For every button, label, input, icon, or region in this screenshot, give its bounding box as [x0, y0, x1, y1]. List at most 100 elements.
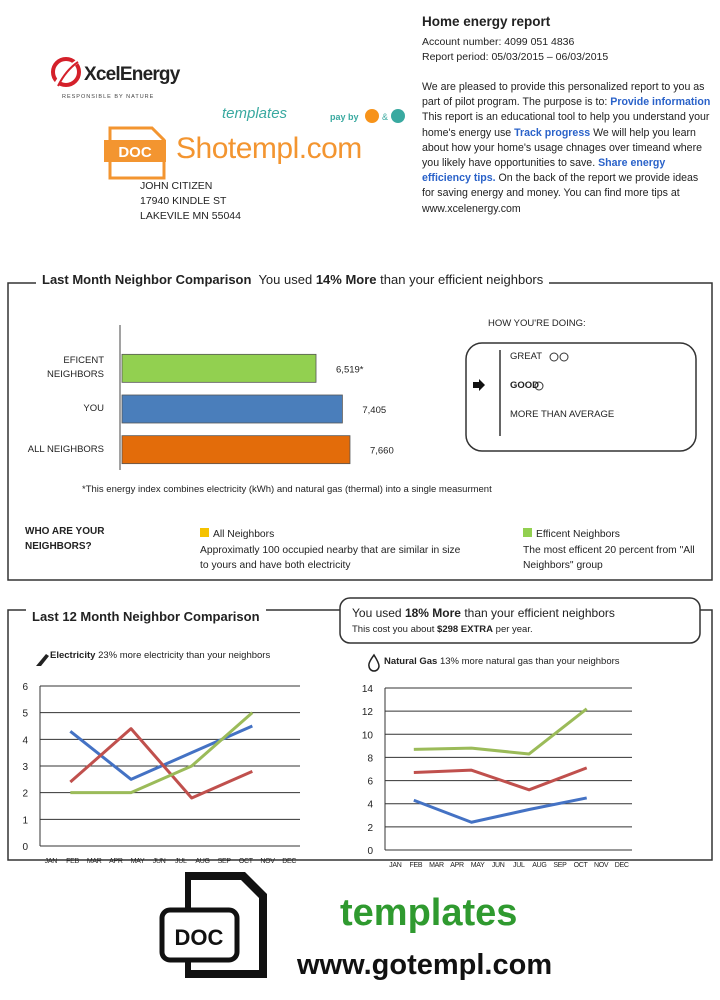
address-line: 17940 KINDLE ST: [140, 195, 227, 207]
callout-box: [339, 597, 701, 644]
y-tick-label: 3: [22, 762, 28, 773]
y-tick-label: 6: [22, 682, 28, 693]
status-arrow: [473, 379, 485, 391]
y-tick-label: 1: [22, 815, 28, 826]
y-tick-label: 2: [22, 789, 28, 800]
section-frame: [7, 609, 713, 861]
status-level: MORE THAN AVERAGE: [510, 409, 615, 420]
x-tick-label: FEB: [66, 858, 79, 865]
legend-swatch: [200, 528, 209, 537]
item-label: Share energy efficiency tips.: [422, 157, 666, 185]
bar: [121, 353, 317, 383]
report-body: We are pleased to provide this personali…: [422, 80, 712, 217]
x-tick-label: APR: [450, 862, 464, 869]
x-tick-label: DEC: [615, 862, 629, 869]
section-title: Last Month Neighbor Comparison You used …: [36, 272, 550, 287]
doc-icon-band: [104, 140, 166, 162]
x-tick-label: MAR: [87, 858, 102, 865]
legend-name: All Neighbors: [213, 529, 275, 540]
x-tick-label: JUN: [492, 862, 505, 869]
x-tick-label: FEB: [410, 862, 423, 869]
chart-note: *This energy index combines electricity …: [82, 484, 492, 495]
doc-icon-label: DOC: [118, 144, 152, 161]
y-tick-label: 4: [367, 800, 373, 811]
y-tick-label: 10: [362, 730, 374, 741]
series-line: [70, 711, 254, 795]
y-tick-label: 12: [362, 707, 374, 718]
summary-bold: 18% More: [404, 606, 461, 620]
x-tick-label: SEP: [553, 862, 567, 869]
item-label: Provide information: [610, 96, 711, 109]
summary: You used: [258, 272, 313, 287]
bar-category-label: ALL NEIGHBORS: [27, 443, 104, 455]
logo-tagline: RESPONSIBLE BY NATURE: [62, 94, 154, 100]
x-tick-label: JUL: [175, 858, 187, 865]
coin-icon: [365, 109, 379, 123]
doc-icon-label: DOC: [175, 925, 224, 950]
report-title: Home energy report: [422, 14, 551, 29]
legend-text: Approximatly 100 occupied nearby that ar…: [200, 545, 461, 571]
chart-label-name: Natural Gas: [384, 656, 438, 667]
address: JOHN CITIZEN 17940 KINDLE ST LAKEVILE MN…: [140, 179, 241, 224]
x-tick-label: NOV: [260, 858, 275, 865]
report-period: Report period: 05/03/2015 – 06/03/2015: [422, 51, 609, 63]
y-tick-label: 6: [367, 777, 373, 788]
watermark-url: www.gotempl.com: [296, 949, 552, 981]
address-line: JOHN CITIZEN: [140, 180, 213, 192]
bar-category-label: YOU: [83, 403, 104, 414]
watermark-pay: pay by: [330, 112, 359, 122]
bar-value-label: 7,660: [370, 446, 394, 457]
cost: per year.: [495, 624, 533, 635]
x-tick-label: JUL: [513, 862, 525, 869]
smileys: [534, 352, 569, 391]
section-title-text: Last Month Neighbor Comparison: [42, 272, 252, 287]
bolt-icon: [36, 654, 49, 666]
x-tick-label: JAN: [389, 862, 402, 869]
x-tick-label: SEP: [218, 858, 232, 865]
summary: You used: [352, 606, 402, 620]
legend-item: Efficent Neighbors The most efficent 20 …: [523, 524, 713, 571]
chart-subtitle: 23% more electricity than your neighbors: [98, 650, 271, 661]
drop-icon: [368, 653, 380, 672]
chart-label: Electricity 23% more electricity than yo…: [50, 650, 270, 661]
legend-swatch: [523, 528, 532, 537]
x-tick-label: MAR: [429, 862, 444, 869]
x-tick-label: MAY: [471, 862, 485, 869]
doc-icon-band: [159, 907, 240, 963]
series-line: [413, 707, 588, 756]
x-tick-label: APR: [109, 858, 123, 865]
section-title: Last 12 Month Neighbor Comparison: [26, 609, 266, 624]
bar-category-label: EFICENT NEIGHBORS: [46, 355, 104, 381]
neighbors-title: WHO ARE YOUR NEIGHBORS?: [25, 526, 105, 552]
address-line: LAKEVILE MN 55044: [140, 210, 241, 222]
series-line: [413, 766, 588, 792]
status-title: HOW YOU'RE DOING:: [488, 318, 586, 329]
x-tick-label: NOV: [594, 862, 609, 869]
report-account: Account number: 4099 051 4836: [422, 36, 575, 48]
summary-bold: 14% More: [315, 272, 377, 287]
x-tick-label: OCT: [574, 862, 589, 869]
summary: than your efficient neighbors: [380, 272, 544, 287]
watermark-script: templates: [222, 105, 288, 122]
x-tick-label: AUG: [195, 858, 209, 865]
watermark-site: Shotempl.com: [176, 132, 362, 165]
logo-mark: [51, 57, 81, 87]
legend-text: The most efficent 20 percent from "All N…: [523, 545, 695, 571]
y-tick-label: 2: [367, 823, 373, 834]
legend-item: All Neighbors Approximatly 100 occupied …: [200, 524, 470, 573]
report-intro: We are pleased to provide this personali…: [422, 81, 705, 109]
status-box: [465, 342, 697, 452]
watermark-and: &: [382, 112, 388, 122]
logo-swoosh: [57, 61, 79, 87]
logo-text: XcelEnergy: [84, 64, 181, 85]
chart-subtitle: 13% more natural gas than your neighbors: [439, 656, 620, 667]
cost: This cost you about: [352, 624, 435, 635]
item-label: Track progress: [514, 126, 591, 139]
y-tick-label: 8: [367, 753, 373, 764]
chart-label: Natural Gas 13% more natural gas than yo…: [384, 656, 620, 667]
item-text: On the back of the report we provide ide…: [422, 172, 699, 215]
status-level: GOOD: [510, 380, 540, 391]
series-line: [69, 727, 253, 800]
